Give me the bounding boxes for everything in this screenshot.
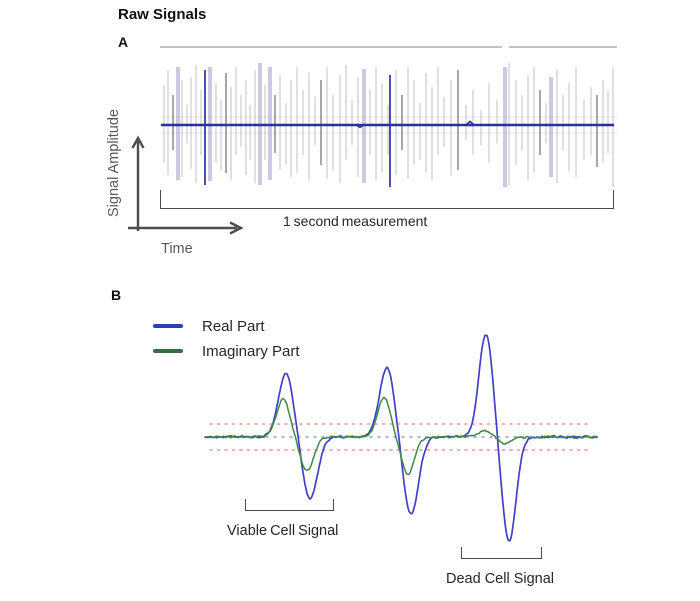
imaginary-part-swatch (153, 349, 183, 353)
dead-cell-label: Dead Cell Signal (446, 571, 555, 587)
imaginary-part-label: Imaginary Part (202, 342, 300, 360)
legend-item-imaginary-part: Imaginary Part (153, 342, 300, 360)
dead-signal-bracket (461, 547, 542, 559)
panel-a-label: A (118, 34, 129, 50)
measurement-bracket (160, 190, 614, 209)
real-part-swatch (153, 324, 183, 328)
panel-b-label: B (111, 287, 122, 303)
legend: Real Part Imaginary Part (153, 318, 300, 368)
x-axis-arrow (128, 221, 244, 235)
x-axis-label: Time (161, 241, 193, 257)
measurement-duration-label: 1 second measurement (283, 213, 428, 229)
figure-title: Raw Signals (118, 6, 207, 23)
panel-a-plot (160, 46, 617, 187)
y-axis-arrow (131, 135, 145, 231)
axis-arrows (128, 135, 244, 235)
viable-signal-bracket (245, 499, 334, 511)
real-part-label: Real Part (202, 317, 265, 335)
panel-b-plot (204, 334, 598, 542)
viable-cell-label: Viable Cell Signal (227, 523, 339, 539)
legend-item-real-part: Real Part (153, 317, 300, 335)
